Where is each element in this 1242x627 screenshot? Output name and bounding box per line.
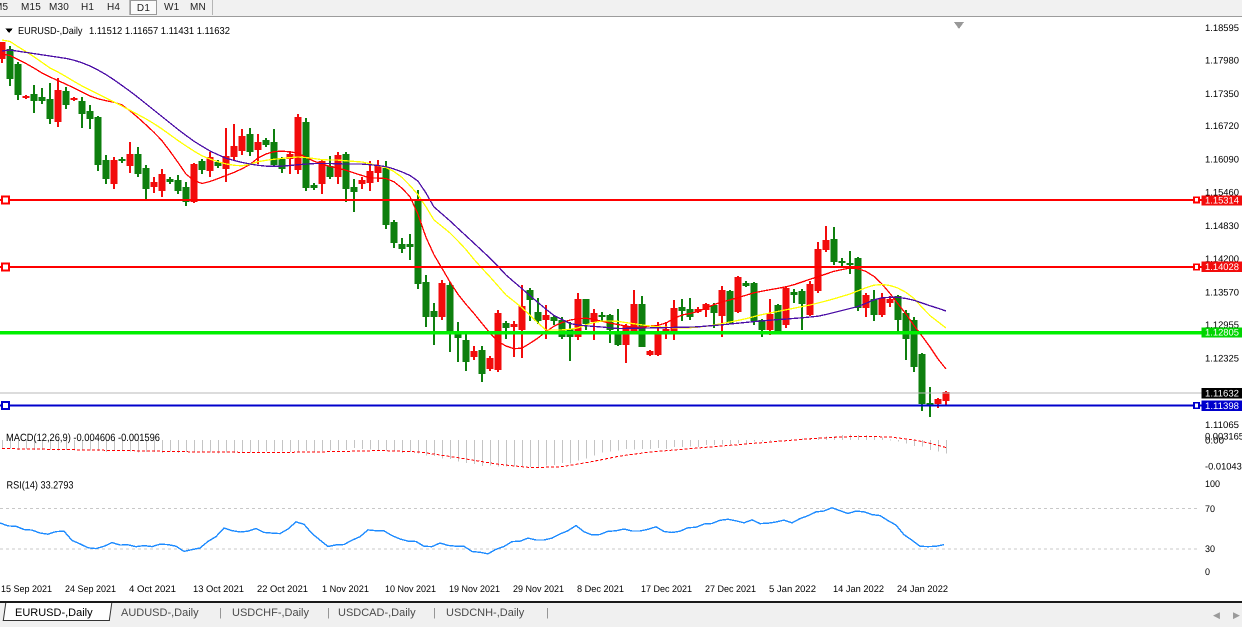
svg-text:17 Dec 2021: 17 Dec 2021 (641, 584, 692, 595)
svg-text:27 Dec 2021: 27 Dec 2021 (705, 584, 756, 595)
svg-text:0: 0 (1205, 567, 1210, 578)
svg-text:1.12325: 1.12325 (1205, 353, 1239, 364)
svg-text:13 Oct 2021: 13 Oct 2021 (193, 584, 244, 595)
svg-text:0.003165: 0.003165 (1205, 431, 1242, 442)
svg-text:1.11632: 1.11632 (1205, 389, 1239, 400)
svg-text:1.12955: 1.12955 (1205, 320, 1239, 331)
svg-text:24 Jan 2022: 24 Jan 2022 (897, 584, 948, 595)
svg-text:1.11398: 1.11398 (1205, 401, 1239, 412)
svg-text:24 Sep 2021: 24 Sep 2021 (65, 584, 116, 595)
svg-text:0.00: 0.00 (1205, 436, 1224, 447)
svg-text:30: 30 (1205, 544, 1215, 555)
svg-text:1.17350: 1.17350 (1205, 89, 1239, 100)
svg-text:1.12805: 1.12805 (1205, 328, 1239, 339)
svg-text:4 Oct 2021: 4 Oct 2021 (129, 584, 176, 595)
svg-text:70: 70 (1205, 504, 1215, 515)
svg-text:RSI(14) 33.2793: RSI(14) 33.2793 (7, 479, 74, 491)
svg-text:1.16720: 1.16720 (1205, 121, 1239, 132)
svg-text:10 Nov 2021: 10 Nov 2021 (385, 584, 436, 595)
svg-text:1.14830: 1.14830 (1205, 221, 1239, 232)
svg-text:1.11512 1.11657 1.11431 1.1163: 1.11512 1.11657 1.11431 1.11632 (89, 26, 230, 37)
svg-text:8 Dec 2021: 8 Dec 2021 (577, 584, 624, 595)
svg-text:1.14200: 1.14200 (1205, 254, 1239, 265)
svg-text:22 Oct 2021: 22 Oct 2021 (257, 584, 308, 595)
svg-text:1.14028: 1.14028 (1205, 262, 1239, 273)
svg-text:15 Sep 2021: 15 Sep 2021 (1, 584, 52, 595)
svg-text:14 Jan 2022: 14 Jan 2022 (833, 584, 884, 595)
svg-text:1.11065: 1.11065 (1205, 420, 1239, 431)
svg-text:MACD(12,26,9) -0.004606 -0.001: MACD(12,26,9) -0.004606 -0.001596 (6, 432, 160, 444)
svg-text:1.17980: 1.17980 (1205, 56, 1239, 67)
svg-text:1.15314: 1.15314 (1205, 196, 1239, 207)
svg-text:1.15460: 1.15460 (1205, 188, 1239, 199)
svg-text:100: 100 (1205, 479, 1220, 490)
svg-text:5 Jan 2022: 5 Jan 2022 (769, 584, 816, 595)
svg-text:1 Nov 2021: 1 Nov 2021 (322, 584, 369, 595)
svg-text:1.13570: 1.13570 (1205, 288, 1239, 299)
svg-text:1.16090: 1.16090 (1205, 154, 1239, 165)
svg-text:19 Nov 2021: 19 Nov 2021 (449, 584, 500, 595)
svg-text:29 Nov 2021: 29 Nov 2021 (513, 584, 564, 595)
svg-text:EURUSD-,Daily: EURUSD-,Daily (18, 26, 83, 37)
svg-text:1.18595: 1.18595 (1205, 23, 1239, 34)
